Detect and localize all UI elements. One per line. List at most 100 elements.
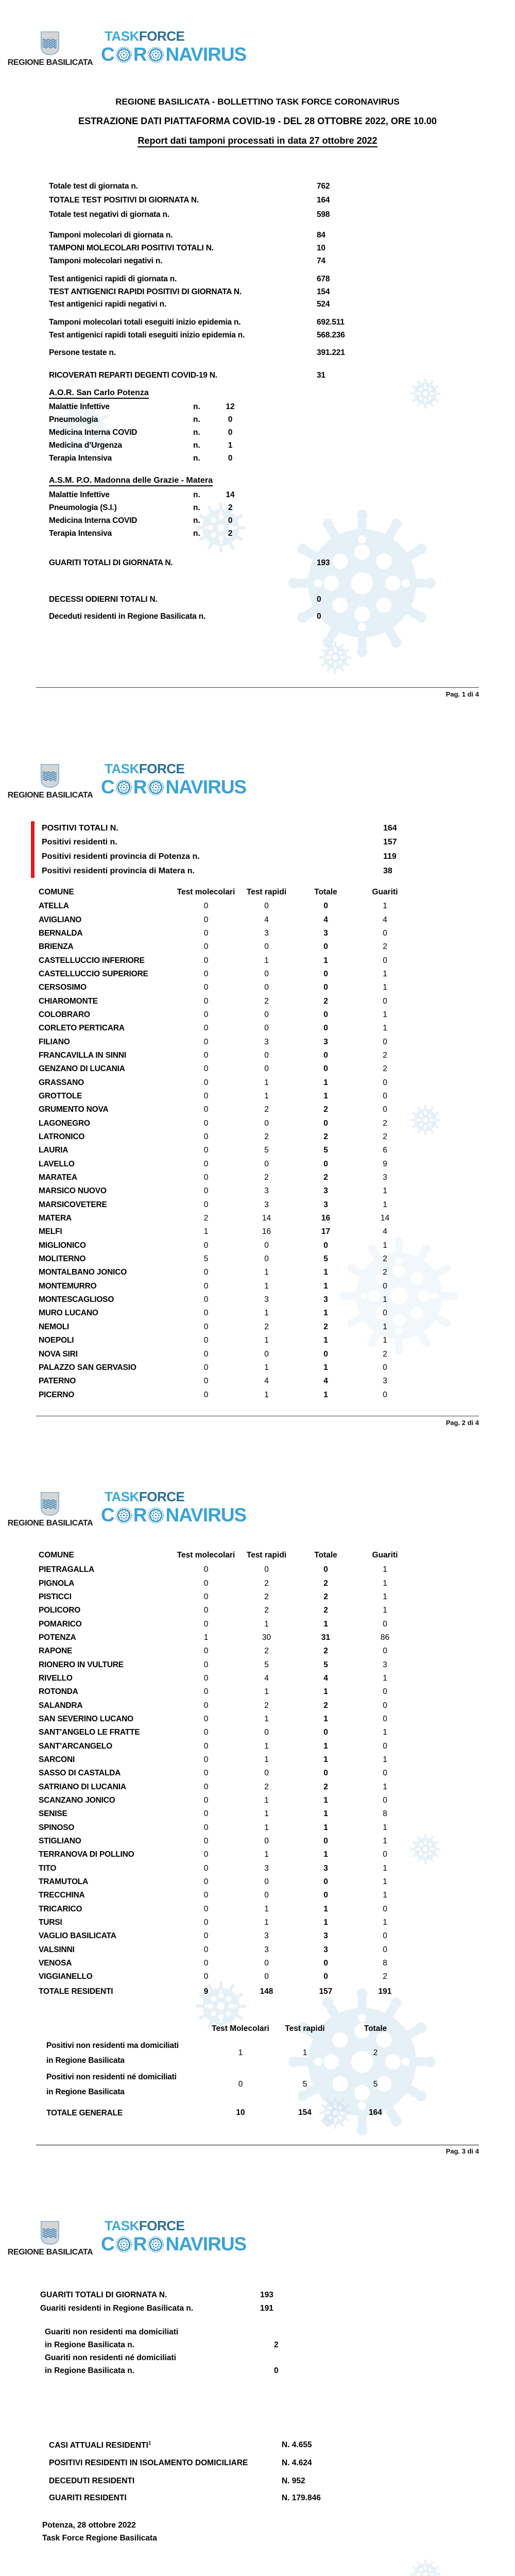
test-rapidi-value: 0 bbox=[264, 1255, 269, 1264]
coronavirus-wordmark: C R NAVIRUS bbox=[101, 43, 247, 66]
test-molecolari-value: 0 bbox=[203, 1336, 209, 1345]
coronavirus-watermark-icon bbox=[318, 640, 352, 674]
guariti-value: 1 bbox=[383, 1877, 387, 1887]
taskforce-wordmark: TASKFORCE bbox=[105, 28, 185, 44]
corona-letters: NAVIRUS bbox=[165, 44, 247, 65]
comune-name: MATERA bbox=[39, 1214, 72, 1223]
totale-value: 0 bbox=[323, 1010, 328, 1019]
guariti-value: 8 bbox=[383, 1809, 387, 1819]
totale-value: 2 bbox=[323, 1322, 328, 1331]
totale-value: 3 bbox=[323, 1187, 328, 1196]
guariti-value: 1 bbox=[383, 1918, 387, 1927]
test-rapidi-value: 1 bbox=[264, 1390, 269, 1399]
table-row: PATERNO 0 4 4 3 bbox=[39, 1375, 415, 1388]
comune-name: SANT'ARCANGELO bbox=[39, 1741, 112, 1751]
test-molecolari-value: 0 bbox=[203, 1268, 209, 1277]
test-molecolari-value: 0 bbox=[203, 1200, 209, 1209]
comune-name: NOEPOLI bbox=[39, 1336, 74, 1345]
totale-value: 1 bbox=[323, 1850, 328, 1859]
comune-name: FILIANO bbox=[39, 1037, 70, 1046]
test-rapidi-value: 0 bbox=[264, 1891, 269, 1900]
hospital-row: Terapia Intensiva n. 2 bbox=[49, 527, 245, 540]
table-row: AVIGLIANO 0 4 4 4 bbox=[39, 913, 415, 926]
guariti-value: 2 bbox=[383, 1064, 387, 1074]
comune-name: MONTALBANO JONICO bbox=[39, 1268, 127, 1277]
stat-value: 762 bbox=[317, 182, 330, 191]
comuni-table-page3: PIETRAGALLA 0 0 0 1 PIGNOLA 0 2 2 1 PIST… bbox=[39, 1563, 415, 1984]
test-molecolari-value: 0 bbox=[203, 1390, 209, 1399]
stat-value: 0 bbox=[274, 2366, 279, 2375]
comune-name: PISTICCI bbox=[39, 1592, 72, 1601]
test-molecolari-value: 0 bbox=[203, 1931, 209, 1941]
totale-value: 17 bbox=[321, 1227, 331, 1236]
test-rapidi-value: 3 bbox=[264, 1037, 269, 1046]
stat-value: 391.221 bbox=[317, 348, 345, 357]
hospital-row: Terapia Intensiva n. 0 bbox=[49, 452, 245, 465]
comune-name: SAN SEVERINO LUCANO bbox=[39, 1714, 133, 1723]
positivi-line: Positivi residenti provincia di Matera n… bbox=[42, 866, 392, 875]
virus-icon bbox=[147, 779, 164, 795]
guariti-value: 1 bbox=[383, 1673, 387, 1683]
n-label: n. bbox=[193, 428, 200, 437]
table-row: LATRONICO 0 2 2 2 bbox=[39, 1130, 415, 1144]
test-rapidi-value: 1 bbox=[264, 1091, 269, 1100]
totale-value: 5 bbox=[323, 1255, 328, 1264]
col-header-totale: Totale bbox=[314, 887, 337, 896]
test-rapidi-value: 1 bbox=[264, 1363, 269, 1372]
comune-name: VAGLIO BASILICATA bbox=[39, 1931, 116, 1941]
totale-value: 2 bbox=[323, 1579, 328, 1588]
comune-name: MONTEMURRO bbox=[39, 1281, 97, 1291]
table-row: NOVA SIRI 0 0 0 2 bbox=[39, 1347, 415, 1361]
guariti-value: 0 bbox=[383, 1078, 387, 1087]
test-molecolari-value: 0 bbox=[203, 1091, 209, 1100]
page1-number: Pag. 1 di 4 bbox=[445, 690, 479, 698]
guariti-value: 0 bbox=[383, 1850, 387, 1859]
comune-name: TRECCHINA bbox=[39, 1891, 85, 1900]
col-header-molecolari: Test molecolari bbox=[177, 887, 235, 896]
test-rapidi-value: 2 bbox=[264, 1592, 269, 1601]
guariti-value: 3 bbox=[383, 1660, 387, 1669]
taskforce-wordmark: TASKFORCE bbox=[105, 761, 185, 776]
test-molecolari-value: 0 bbox=[203, 1809, 209, 1819]
test-molecolari-value: 0 bbox=[203, 1714, 209, 1723]
positivi-value: 119 bbox=[383, 852, 397, 861]
test-molecolari-value: 0 bbox=[203, 1579, 209, 1588]
test-molecolari-value: 0 bbox=[203, 1687, 209, 1697]
col-header-totale: Totale bbox=[364, 2024, 387, 2033]
comune-name: MOLITERNO bbox=[39, 1255, 86, 1264]
comune-name: LATRONICO bbox=[39, 1132, 85, 1142]
totale-value: 1 bbox=[323, 956, 328, 965]
guariti-value: 1 bbox=[383, 1200, 387, 1209]
totale-value: 2 bbox=[323, 1782, 328, 1791]
test-molecolari-value: 0 bbox=[203, 1105, 209, 1114]
comune-name: SANT'ANGELO LE FRATTE bbox=[39, 1728, 140, 1737]
totale-value: 1 bbox=[323, 1918, 328, 1927]
n-label: n. bbox=[193, 415, 200, 425]
test-molecolari-value: 0 bbox=[203, 915, 209, 924]
totale-value: 3 bbox=[323, 928, 328, 938]
test-molecolari-value: 0 bbox=[203, 996, 209, 1006]
totale-value: 1 bbox=[323, 1268, 328, 1277]
coronavirus-wordmark: C R NAVIRUS bbox=[101, 2233, 247, 2255]
positivi-value: 38 bbox=[383, 866, 392, 875]
test-molecolari-value: 0 bbox=[203, 1782, 209, 1791]
totale-value: 1 bbox=[323, 1796, 328, 1805]
test-molecolari-value: 0 bbox=[203, 1823, 209, 1832]
table-row: TRAMUTOLA 0 0 0 1 bbox=[39, 1875, 415, 1889]
totale-value: 2 bbox=[323, 1592, 328, 1601]
ward-label: Medicina Interna COVID bbox=[49, 428, 138, 437]
comune-name: MARSICOVETERE bbox=[39, 1200, 107, 1209]
test-rapidi-value: 2 bbox=[264, 1105, 269, 1114]
test-molecolari-value: 0 bbox=[203, 1078, 209, 1087]
totale-value: 0 bbox=[323, 1959, 328, 1968]
test-rapidi-value: 5 bbox=[264, 1146, 269, 1155]
table-row: SATRIANO DI LUCANIA 0 2 2 1 bbox=[39, 1781, 415, 1794]
totale-value: 1 bbox=[323, 1755, 328, 1764]
logo-region-label: REGIONE BASILICATA bbox=[7, 58, 93, 67]
corona-letter: C bbox=[101, 44, 115, 65]
guariti-value: 0 bbox=[383, 1105, 387, 1114]
guariti-value: 3 bbox=[383, 1377, 387, 1386]
n-label: n. bbox=[193, 529, 200, 538]
test-molecolari-value: 0 bbox=[203, 942, 209, 952]
table-row: SANT'ANGELO LE FRATTE 0 0 0 1 bbox=[39, 1726, 415, 1739]
